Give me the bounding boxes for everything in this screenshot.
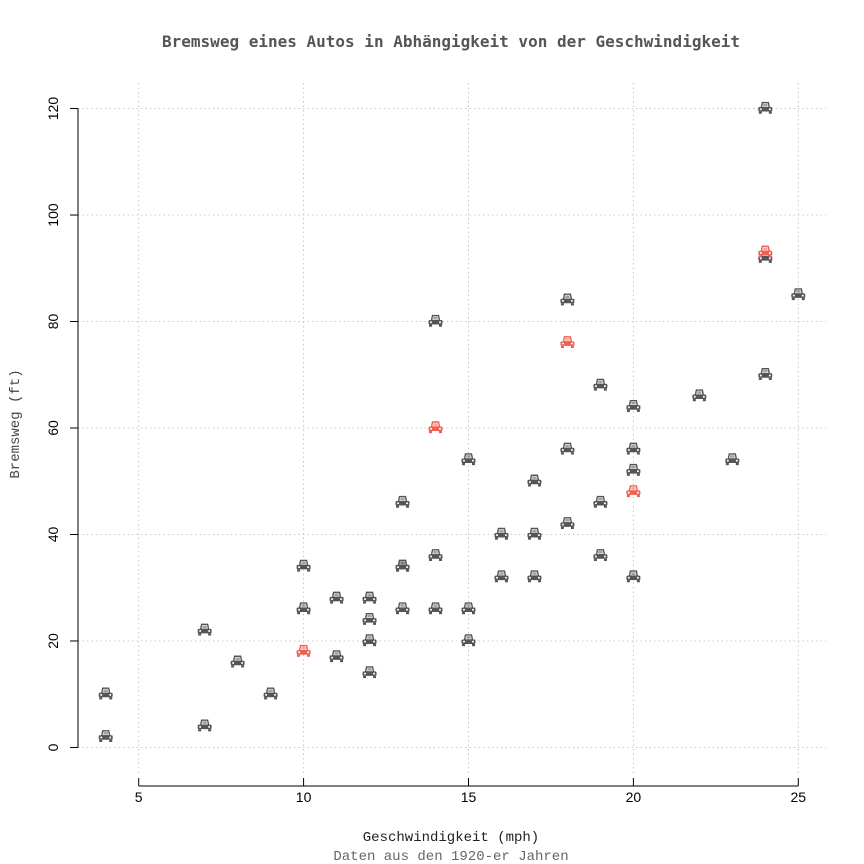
x-tick-label: 15 bbox=[461, 789, 477, 805]
data-point-car-icon bbox=[428, 549, 443, 561]
axes: 5 10 15 20 25 0 20 40 60 80 100 120 bbox=[45, 97, 806, 805]
y-tick-label: 20 bbox=[45, 633, 61, 649]
data-point-car-icon bbox=[428, 314, 443, 327]
chart-title: Bremsweg eines Autos in Abhängigkeit von… bbox=[162, 32, 740, 51]
data-point-car-icon bbox=[329, 591, 344, 604]
x-tick-label: 10 bbox=[296, 789, 312, 805]
x-axis-title: Geschwindigkeit (mph) bbox=[363, 830, 539, 846]
data-point-car-icon bbox=[593, 378, 608, 391]
data-point-car-icon bbox=[527, 570, 542, 583]
data-point-car-icon bbox=[362, 612, 377, 625]
data-point-car-icon bbox=[593, 549, 608, 561]
y-tick-label: 60 bbox=[45, 420, 61, 436]
y-tick-label: 0 bbox=[45, 743, 61, 751]
data-point-car-icon bbox=[626, 570, 641, 583]
x-tick-label: 25 bbox=[791, 789, 807, 805]
data-point-car-icon bbox=[626, 442, 641, 455]
data-point-car-icon bbox=[560, 293, 575, 306]
data-point-car-icon bbox=[494, 570, 509, 583]
data-point-car-icon bbox=[758, 368, 773, 380]
data-point-car-icon bbox=[230, 655, 245, 668]
data-point-car-icon bbox=[197, 623, 212, 636]
data-point-car-icon bbox=[527, 527, 542, 540]
data-point-car-icon bbox=[527, 474, 542, 487]
y-axis-title: Bremsweg (ft) bbox=[8, 369, 24, 478]
x-tick-label: 5 bbox=[135, 789, 143, 805]
data-point-car-icon bbox=[197, 719, 212, 732]
data-point-car-icon bbox=[428, 421, 443, 434]
y-tick-label: 40 bbox=[45, 526, 61, 542]
data-point-car-icon bbox=[296, 559, 311, 572]
data-point-car-icon bbox=[758, 245, 773, 258]
data-point-car-icon bbox=[593, 495, 608, 508]
data-point-car-icon bbox=[263, 687, 278, 700]
data-point-car-icon bbox=[461, 453, 476, 466]
y-tick-label: 100 bbox=[45, 203, 61, 227]
data-point-car-icon bbox=[329, 650, 344, 663]
data-point-car-icon bbox=[395, 559, 410, 572]
data-point-car-icon bbox=[791, 288, 806, 301]
data-point-car-icon bbox=[626, 400, 641, 412]
data-point-car-icon bbox=[560, 442, 575, 455]
y-tick-label: 120 bbox=[45, 97, 61, 121]
data-point-car-icon bbox=[461, 602, 476, 615]
data-point-car-icon bbox=[428, 602, 443, 615]
data-point-car-icon bbox=[494, 527, 509, 540]
data-point-car-icon bbox=[461, 634, 476, 647]
data-point-car-icon bbox=[296, 602, 311, 615]
chart-subtitle: Daten aus den 1920-er Jahren bbox=[333, 849, 568, 864]
data-point-car-icon bbox=[395, 495, 410, 508]
data-point-car-icon bbox=[296, 644, 311, 657]
data-point-car-icon bbox=[395, 602, 410, 615]
data-point-car-icon bbox=[362, 591, 377, 604]
data-point-car-icon bbox=[98, 730, 113, 742]
data-point-car-icon bbox=[626, 463, 641, 476]
data-point-car-icon bbox=[626, 485, 641, 498]
data-point-car-icon bbox=[758, 101, 773, 114]
grid bbox=[78, 83, 826, 773]
data-point-car-icon bbox=[362, 666, 377, 679]
data-point-car-icon bbox=[560, 336, 575, 349]
data-point-car-icon bbox=[692, 389, 707, 402]
y-tick-label: 80 bbox=[45, 314, 61, 330]
data-point-car-icon bbox=[560, 517, 575, 530]
x-tick-label: 20 bbox=[626, 789, 642, 805]
data-point-car-icon bbox=[725, 453, 740, 466]
data-point-car-icon bbox=[98, 687, 113, 700]
data-point-car-icon bbox=[362, 634, 377, 647]
data-points bbox=[98, 101, 806, 742]
